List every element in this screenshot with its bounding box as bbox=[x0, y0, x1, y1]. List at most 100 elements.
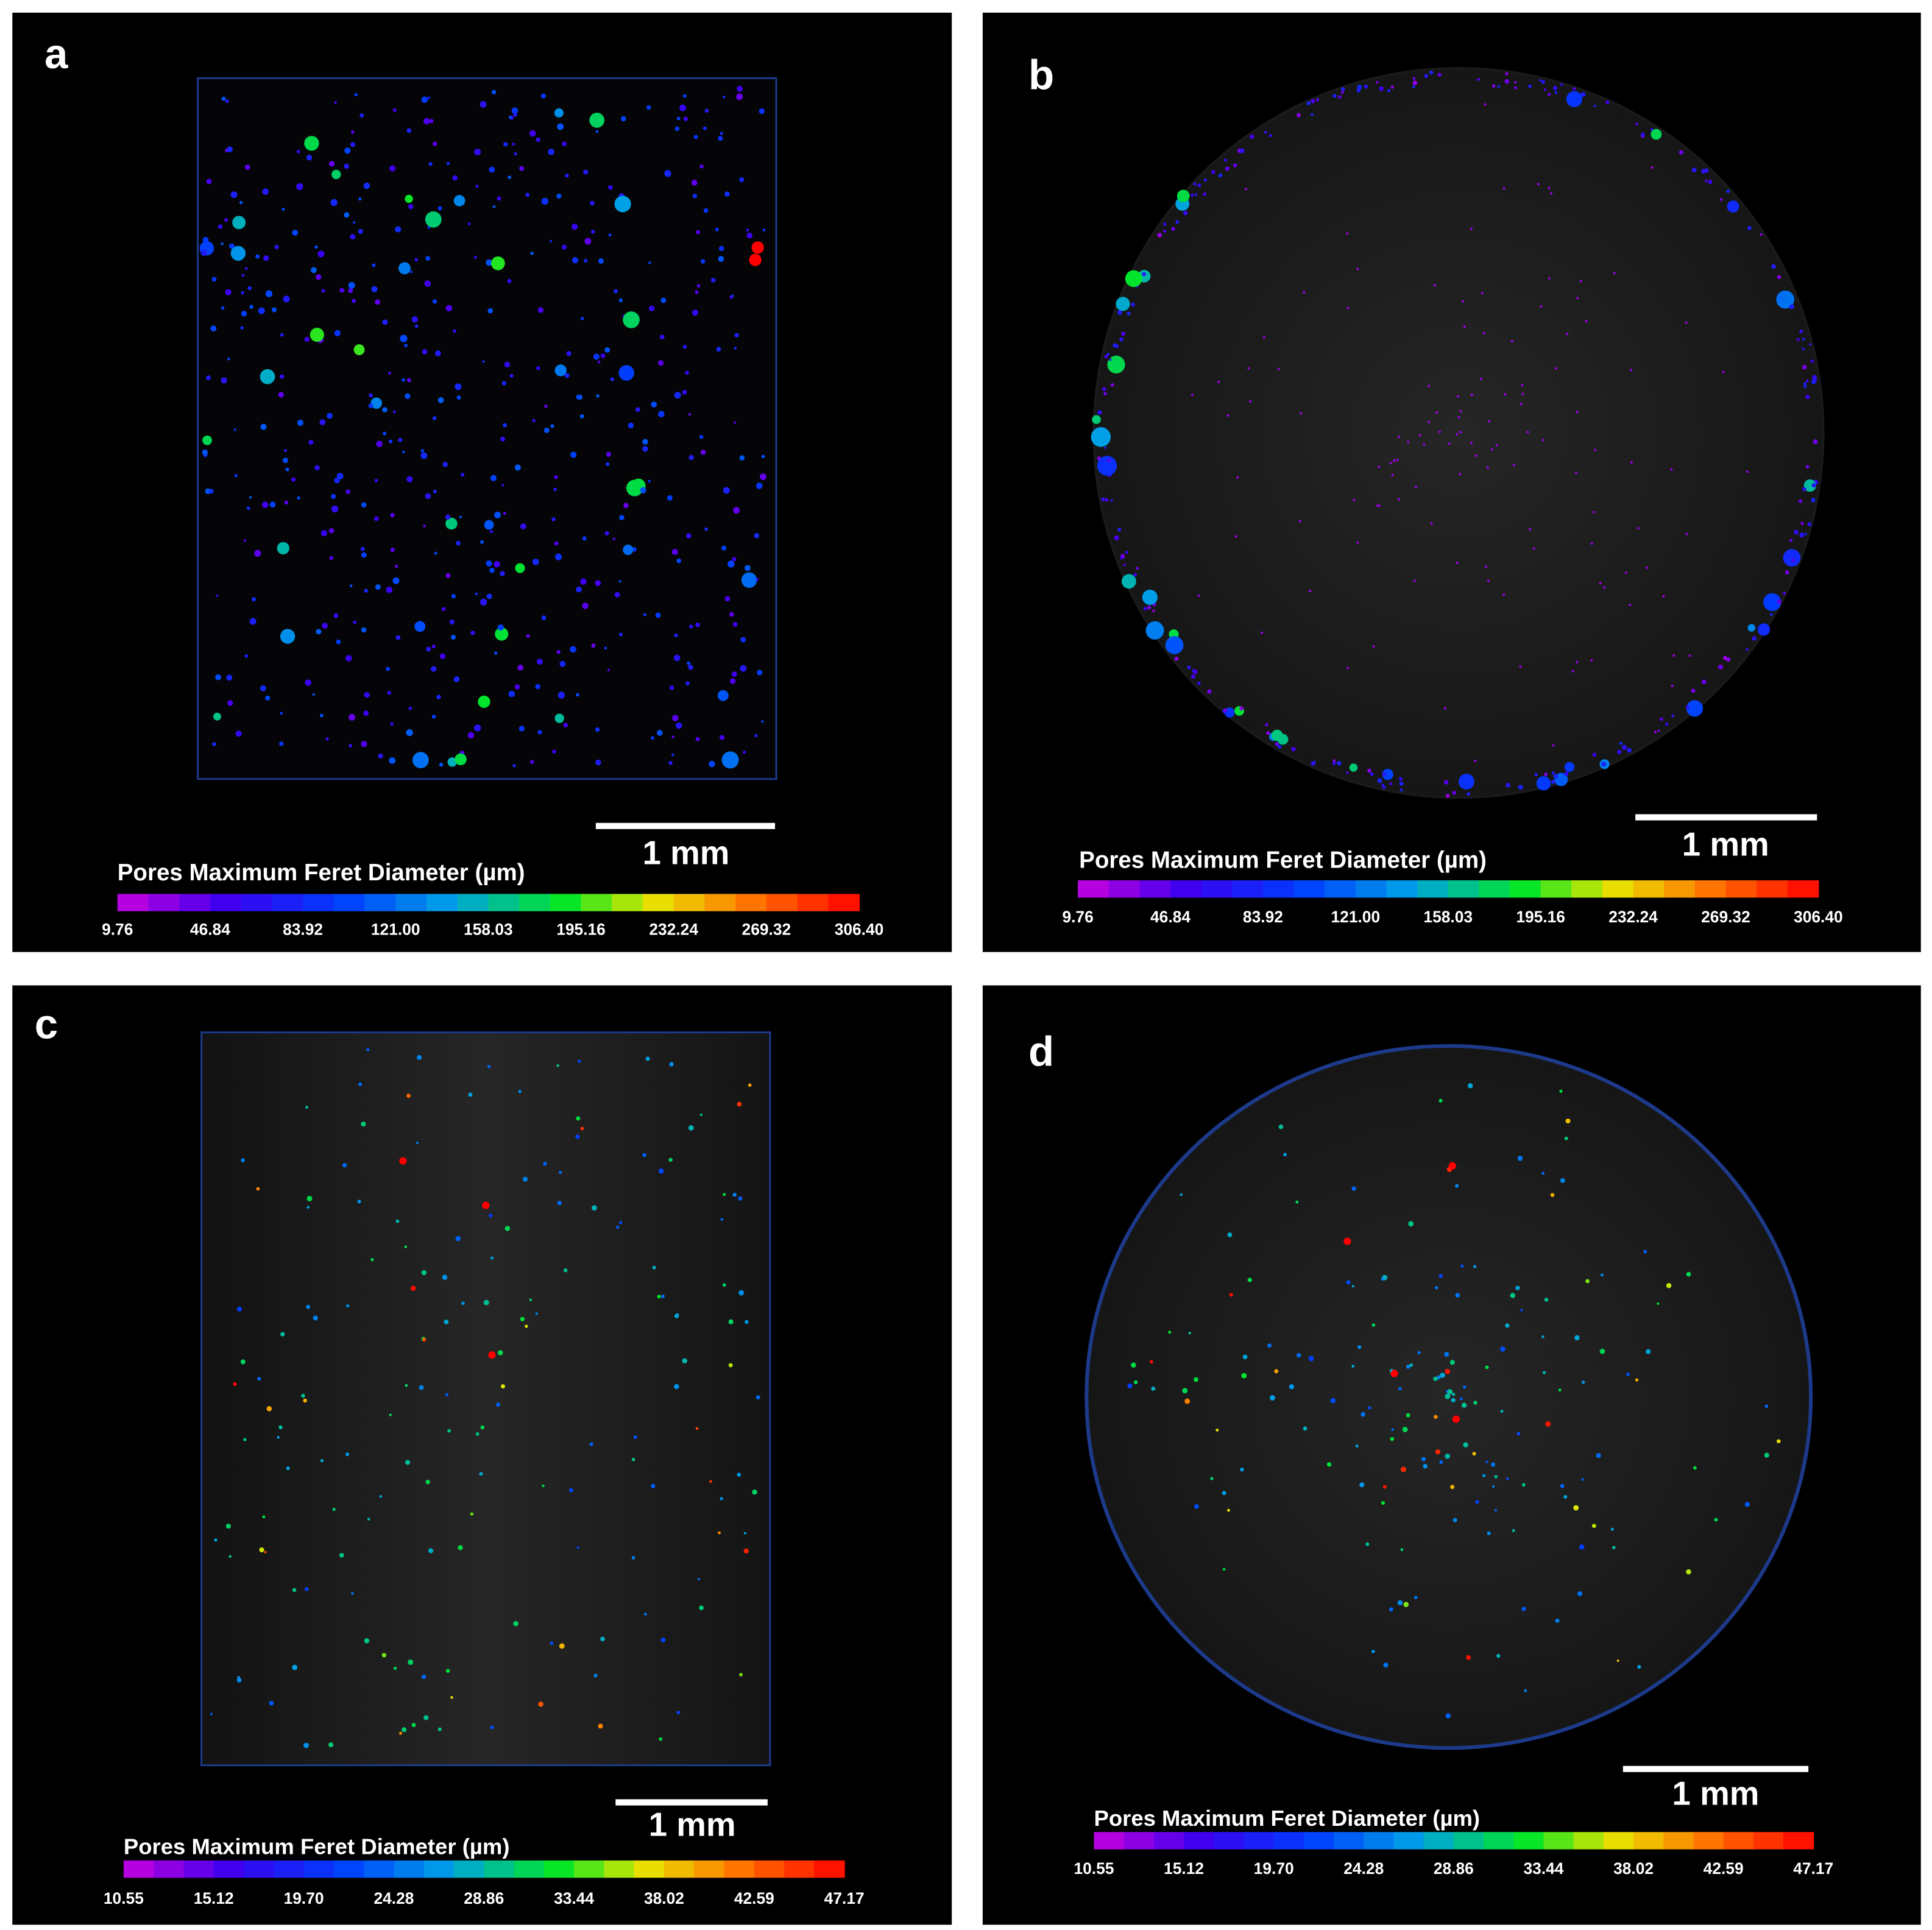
pore bbox=[421, 1270, 427, 1276]
pore bbox=[671, 548, 678, 556]
colorbar-tick-label: 306.40 bbox=[1794, 908, 1843, 926]
pore bbox=[1423, 443, 1426, 446]
pore bbox=[1409, 1363, 1414, 1367]
pore bbox=[1462, 300, 1465, 303]
pore bbox=[542, 1484, 545, 1488]
colorbar-tick-label: 83.92 bbox=[283, 920, 323, 938]
pore bbox=[1433, 1376, 1438, 1381]
pore bbox=[447, 1429, 451, 1433]
pore bbox=[590, 200, 595, 206]
pore bbox=[734, 333, 739, 338]
pore bbox=[1813, 378, 1817, 383]
pore bbox=[1504, 79, 1510, 84]
pore bbox=[719, 735, 725, 740]
pore bbox=[1229, 1293, 1233, 1297]
pore bbox=[1233, 163, 1237, 168]
pore bbox=[408, 203, 414, 210]
colorbar-step bbox=[634, 1860, 665, 1878]
pore bbox=[432, 416, 437, 420]
pore bbox=[370, 1258, 374, 1262]
colorbar-step bbox=[604, 1860, 635, 1878]
pore bbox=[232, 216, 246, 230]
pore bbox=[1300, 412, 1303, 415]
pore bbox=[1223, 158, 1227, 162]
pore bbox=[1382, 785, 1386, 790]
pore bbox=[364, 1638, 370, 1644]
pore bbox=[518, 726, 525, 732]
pore bbox=[1719, 198, 1723, 202]
pore bbox=[1448, 1162, 1456, 1170]
pore bbox=[1726, 189, 1730, 193]
pore bbox=[389, 757, 396, 764]
pore bbox=[1515, 1285, 1520, 1290]
colorbar-step bbox=[1364, 1832, 1395, 1850]
pore bbox=[651, 736, 654, 740]
pore bbox=[623, 545, 634, 556]
pore bbox=[1330, 1398, 1336, 1404]
pore bbox=[648, 305, 655, 311]
pore bbox=[1645, 566, 1648, 569]
pore bbox=[1414, 1596, 1418, 1599]
pore bbox=[277, 542, 289, 555]
pore bbox=[1114, 535, 1119, 541]
pore bbox=[1265, 723, 1269, 727]
pore bbox=[1379, 86, 1384, 91]
colorbar-step bbox=[488, 894, 520, 911]
pore bbox=[628, 422, 634, 429]
pore bbox=[409, 270, 413, 274]
pore bbox=[434, 350, 441, 356]
pore bbox=[1544, 1298, 1549, 1302]
pore bbox=[1346, 771, 1349, 774]
pore bbox=[312, 693, 315, 696]
pore bbox=[674, 126, 680, 131]
pore bbox=[555, 553, 562, 560]
pore bbox=[1110, 499, 1113, 502]
pore bbox=[1579, 280, 1582, 283]
pore bbox=[1341, 87, 1345, 91]
pore bbox=[1412, 80, 1418, 85]
pore bbox=[237, 1676, 240, 1680]
pore bbox=[1802, 487, 1806, 492]
pore bbox=[1486, 466, 1489, 469]
pore bbox=[497, 1350, 503, 1356]
pore bbox=[441, 607, 446, 611]
pore bbox=[518, 1089, 522, 1094]
pore bbox=[692, 194, 698, 199]
colorbar-step bbox=[1293, 880, 1326, 898]
pore bbox=[1459, 430, 1462, 434]
pore bbox=[1529, 528, 1532, 531]
colorbar-step bbox=[1355, 880, 1387, 898]
pore bbox=[484, 520, 494, 530]
pore bbox=[1401, 1466, 1406, 1472]
pore bbox=[674, 392, 681, 399]
pore bbox=[488, 1351, 496, 1359]
pore bbox=[1381, 1501, 1385, 1505]
pore bbox=[330, 199, 338, 207]
pore bbox=[699, 434, 704, 439]
pore bbox=[1430, 522, 1433, 525]
pore bbox=[240, 326, 244, 330]
pore bbox=[720, 132, 723, 135]
pore bbox=[1573, 87, 1576, 91]
pore bbox=[1665, 723, 1669, 726]
pore bbox=[1119, 337, 1123, 341]
pore bbox=[1585, 1279, 1590, 1284]
colorbar-step bbox=[1571, 880, 1603, 898]
pore bbox=[1521, 1607, 1526, 1611]
pore bbox=[660, 1294, 665, 1298]
pore bbox=[1403, 1602, 1409, 1607]
pore bbox=[1548, 186, 1551, 189]
pore bbox=[1175, 220, 1180, 224]
pore bbox=[511, 107, 518, 114]
pore bbox=[728, 1319, 734, 1324]
pore bbox=[1278, 1124, 1284, 1129]
pore bbox=[1452, 1393, 1456, 1396]
pore bbox=[660, 297, 667, 303]
pore bbox=[1520, 1309, 1523, 1312]
pore bbox=[296, 183, 303, 190]
pore bbox=[364, 692, 370, 698]
pore bbox=[486, 259, 492, 266]
pore bbox=[1106, 353, 1110, 356]
colorbar-step bbox=[724, 1860, 755, 1878]
pore bbox=[593, 1674, 598, 1678]
